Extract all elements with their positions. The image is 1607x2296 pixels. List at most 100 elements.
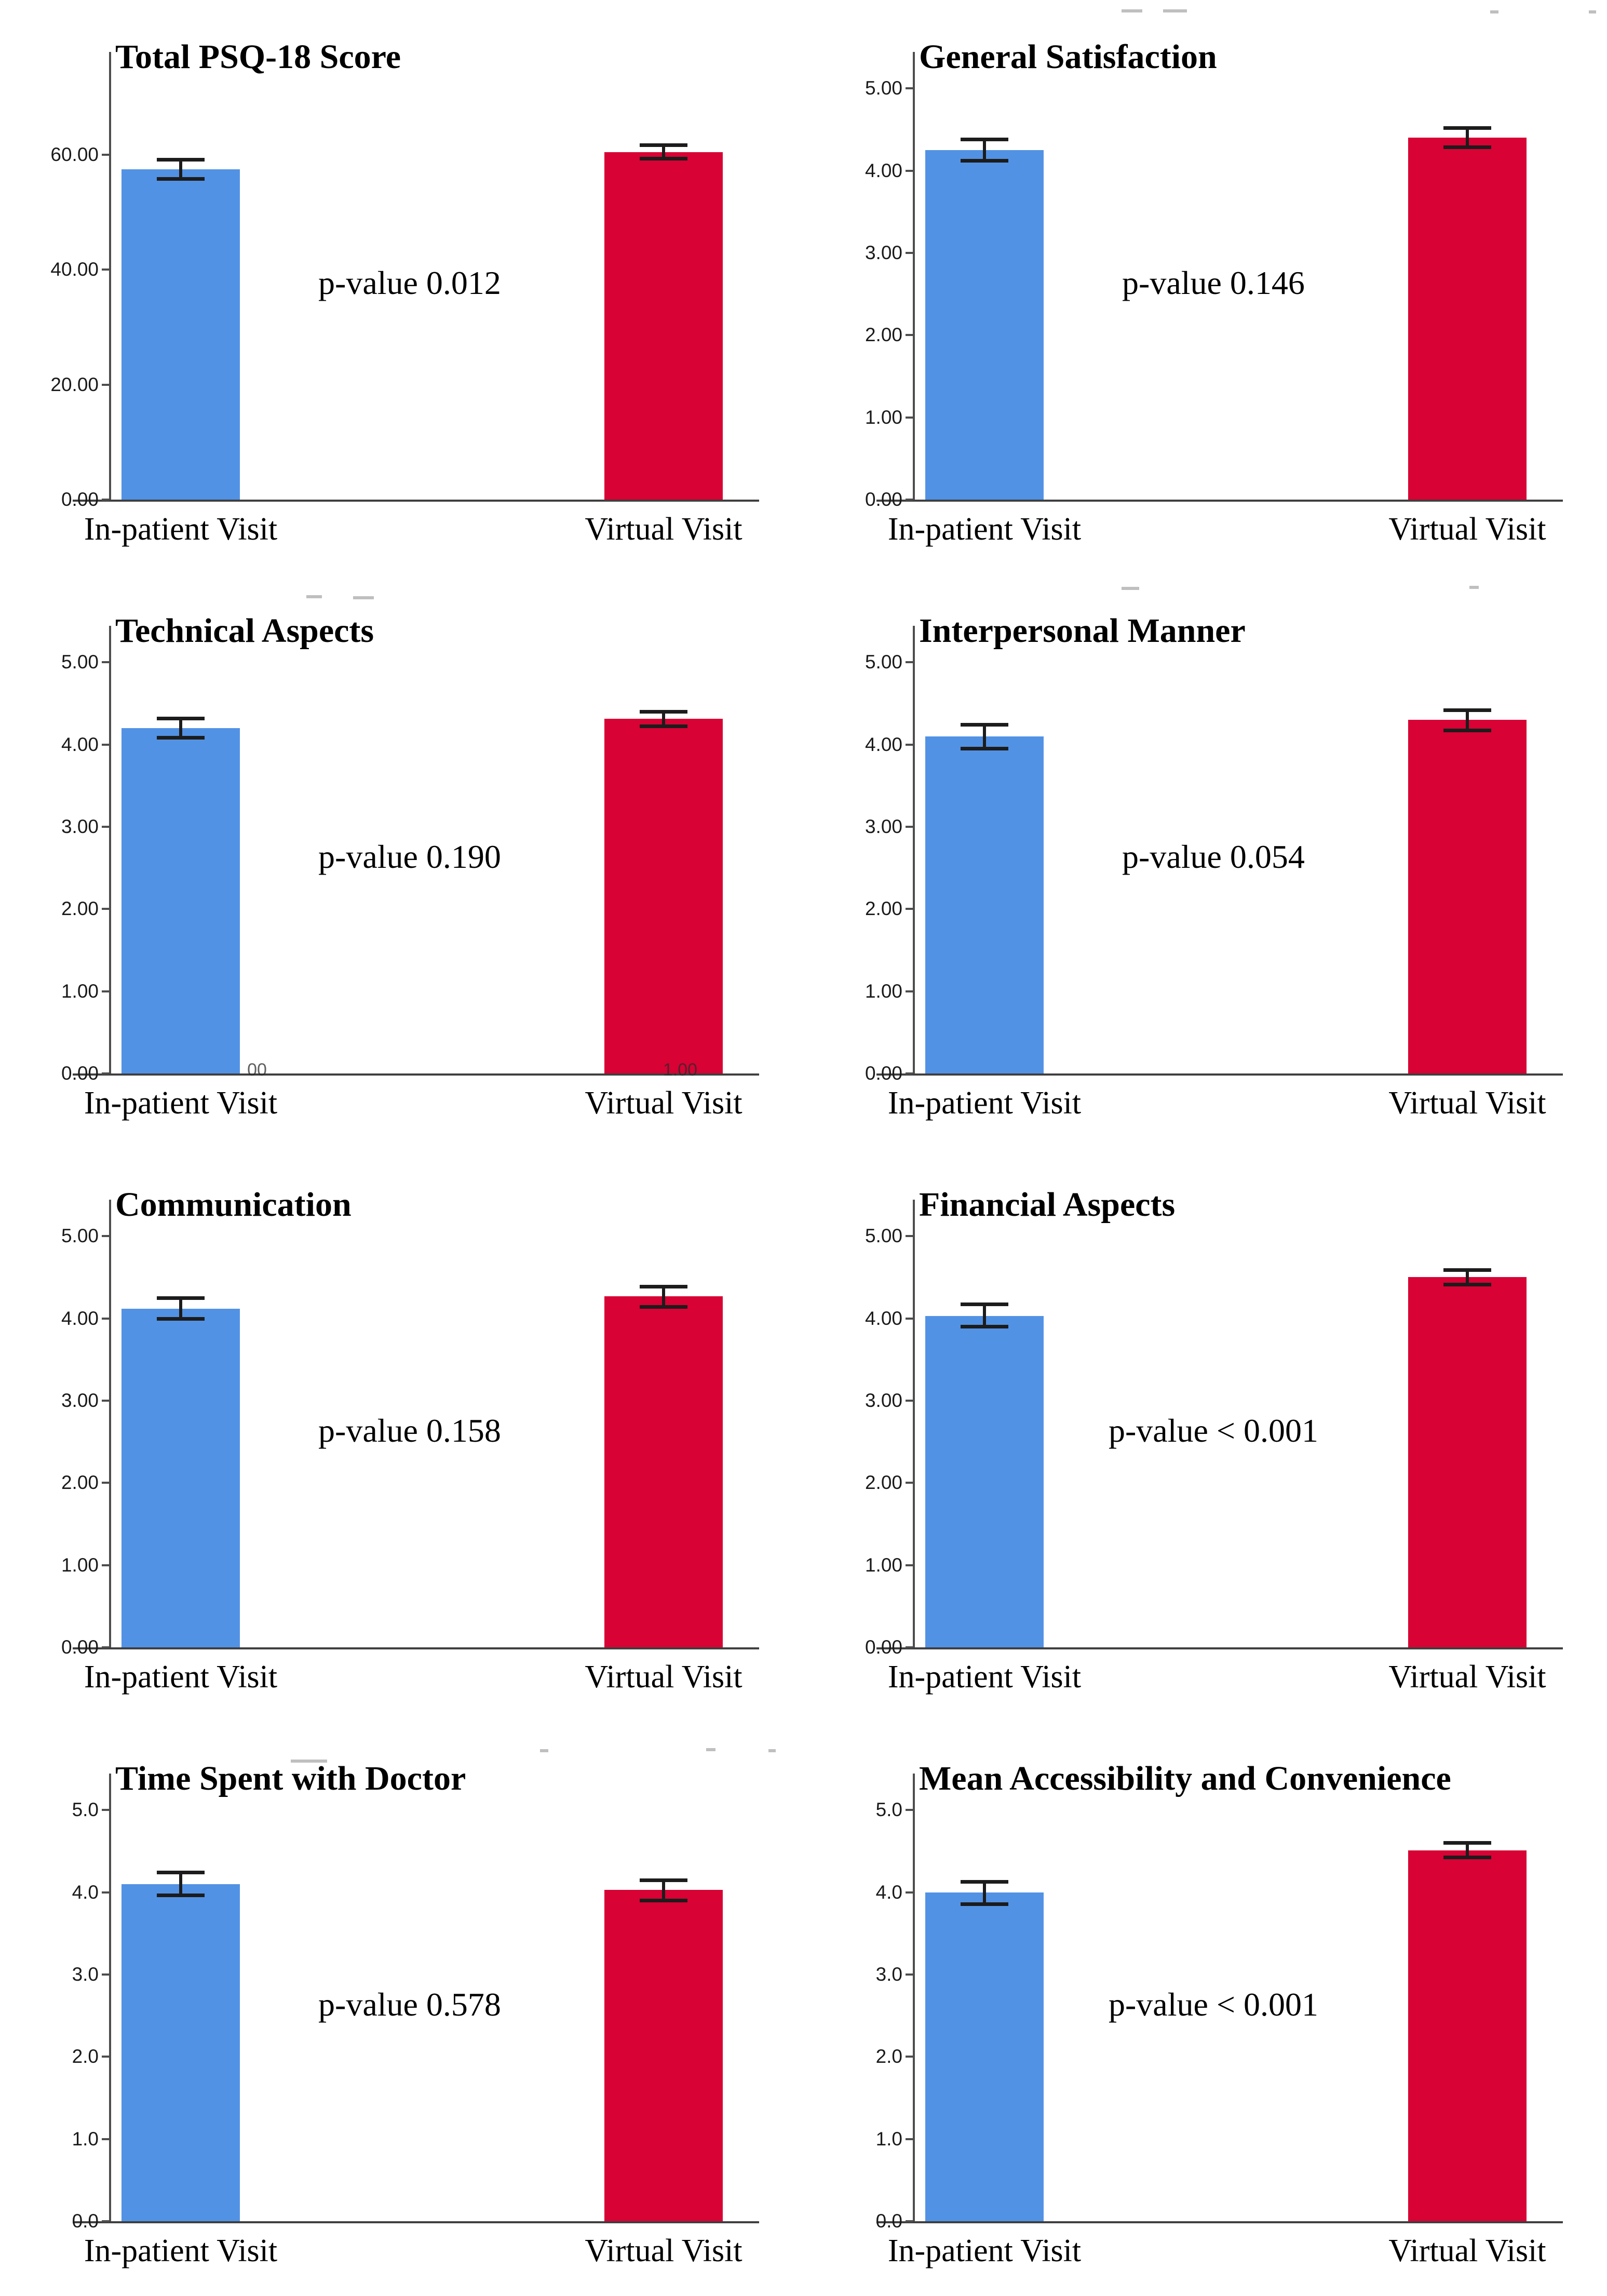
error-bar-cap-bottom bbox=[640, 724, 687, 728]
error-bar-cap-bottom bbox=[1443, 1856, 1491, 1860]
chart-title: Total PSQ-18 Score bbox=[115, 38, 401, 76]
y-tick-mark bbox=[906, 1973, 913, 1976]
y-tick-label: 3.00 bbox=[865, 815, 902, 837]
y-tick-label: 0.00 bbox=[865, 489, 902, 510]
y-tick-mark bbox=[906, 1564, 913, 1566]
error-bar bbox=[961, 723, 1008, 750]
bar-inpatient bbox=[121, 1884, 240, 2221]
error-bar bbox=[640, 1878, 687, 1902]
y-tick-mark bbox=[906, 1891, 913, 1894]
x-category-label: Virtual Visit bbox=[1388, 1659, 1546, 1695]
y-tick-label: 4.00 bbox=[865, 1307, 902, 1329]
y-tick-label: 4.0 bbox=[72, 1881, 99, 1903]
error-bar-stem bbox=[983, 1881, 986, 1905]
error-bar-cap-bottom bbox=[157, 736, 205, 740]
error-bar-stem bbox=[1466, 128, 1469, 148]
scan-artifact bbox=[1589, 10, 1596, 14]
error-bar-stem bbox=[662, 1286, 665, 1307]
bar-virtual bbox=[1408, 1850, 1527, 2221]
x-axis-line bbox=[876, 1647, 1563, 1649]
y-tick-label: 5.00 bbox=[865, 77, 902, 99]
error-bar bbox=[157, 716, 205, 740]
x-category-label: In-patient Visit bbox=[84, 512, 278, 547]
scan-artifact bbox=[1163, 9, 1187, 12]
error-bar bbox=[640, 710, 687, 728]
y-tick-label: 3.00 bbox=[865, 241, 902, 263]
chart-panel: Interpersonal Manner 0.00 1.00 2.00 3.00 4.00… bbox=[804, 574, 1607, 1148]
y-tick-mark bbox=[906, 1399, 913, 1402]
y-tick-label: 0.00 bbox=[865, 1063, 902, 1084]
scan-artifact bbox=[353, 596, 374, 599]
y-axis-line bbox=[109, 52, 111, 502]
y-tick-label: 5.00 bbox=[865, 1225, 902, 1247]
x-category-label: In-patient Visit bbox=[84, 1659, 278, 1695]
bar-inpatient bbox=[925, 736, 1044, 1073]
error-bar-stem bbox=[662, 144, 665, 159]
y-tick-label: 1.0 bbox=[875, 2128, 902, 2150]
y-tick-mark bbox=[102, 268, 109, 271]
y-tick-label: 3.00 bbox=[865, 1389, 902, 1411]
y-tick-label: 5.00 bbox=[61, 1225, 99, 1247]
chart-panel: Financial Aspects 0.00 1.00 2.00 3.00 4.00 5.0… bbox=[804, 1148, 1607, 1722]
bar-inpatient bbox=[925, 150, 1044, 500]
y-tick-label: 3.0 bbox=[875, 1963, 902, 1985]
y-tick-label: 2.00 bbox=[865, 324, 902, 346]
y-tick-mark bbox=[906, 334, 913, 337]
y-tick-mark bbox=[102, 1482, 109, 1484]
y-tick-label: 1.00 bbox=[865, 406, 902, 428]
x-axis-line bbox=[73, 500, 759, 502]
y-tick-label: 5.0 bbox=[875, 1799, 902, 1821]
y-tick-mark bbox=[102, 1891, 109, 1894]
bar-inpatient bbox=[121, 728, 240, 1073]
chart-title: Mean Accessibility and Convenience bbox=[919, 1760, 1451, 1797]
bar-inpatient bbox=[925, 1315, 1044, 1647]
x-axis-line bbox=[876, 1073, 1563, 1076]
p-value-label: p-value < 0.001 bbox=[1108, 1412, 1318, 1449]
chart-panel: General Satisfaction 0.00 1.00 2.00 3.00 4.00… bbox=[804, 0, 1607, 574]
y-tick-mark bbox=[102, 2220, 109, 2222]
error-bar-stem bbox=[983, 139, 986, 161]
y-tick-label: 3.00 bbox=[61, 815, 99, 837]
y-tick-label: 0.0 bbox=[875, 2210, 902, 2232]
y-tick-label: 60.00 bbox=[50, 144, 99, 166]
y-tick-label: 0.00 bbox=[61, 1636, 99, 1658]
error-bar-cap-bottom bbox=[961, 1324, 1008, 1328]
y-tick-label: 3.00 bbox=[61, 1389, 99, 1411]
bar-virtual bbox=[1408, 138, 1527, 500]
chart-panel: Communication 0.00 1.00 2.00 3.00 4.00 5.00 In-… bbox=[0, 1148, 803, 1722]
y-tick-mark bbox=[906, 661, 913, 664]
y-tick-mark bbox=[102, 908, 109, 910]
error-bar bbox=[640, 143, 687, 161]
y-tick-label: 2.0 bbox=[72, 2046, 99, 2067]
y-tick-mark bbox=[906, 169, 913, 172]
x-category-label: Virtual Visit bbox=[1388, 512, 1546, 547]
scan-artifact bbox=[291, 1760, 327, 1763]
error-bar-stem bbox=[179, 718, 182, 739]
y-tick-mark bbox=[906, 825, 913, 828]
y-axis-line bbox=[913, 626, 915, 1076]
p-value-label: p-value 0.158 bbox=[318, 1412, 501, 1449]
x-axis-line bbox=[73, 1647, 759, 1649]
bar-inpatient bbox=[925, 1892, 1044, 2221]
bar-virtual bbox=[604, 719, 723, 1073]
error-bar-cap-bottom bbox=[157, 177, 205, 181]
x-category-label: In-patient Visit bbox=[887, 512, 1082, 547]
y-tick-label: 40.00 bbox=[50, 259, 99, 280]
x-category-label: In-patient Visit bbox=[887, 1085, 1082, 1121]
y-tick-mark bbox=[102, 1646, 109, 1648]
y-tick-label: 0.00 bbox=[61, 1063, 99, 1084]
error-bar-cap-bottom bbox=[961, 746, 1008, 750]
y-tick-label: 1.00 bbox=[865, 1554, 902, 1576]
y-tick-mark bbox=[906, 990, 913, 992]
x-category-label: In-patient Visit bbox=[84, 2233, 278, 2268]
y-tick-mark bbox=[102, 743, 109, 746]
y-tick-mark bbox=[102, 383, 109, 386]
y-axis-line bbox=[109, 1774, 111, 2223]
y-tick-mark bbox=[102, 1399, 109, 1402]
error-bar-cap-bottom bbox=[640, 1898, 687, 1902]
y-tick-label: 2.00 bbox=[61, 1472, 99, 1494]
chart-panel: Technical Aspects 0.00 1.00 2.00 3.00 4.00 5.0… bbox=[0, 574, 803, 1148]
error-bar-stem bbox=[179, 1297, 182, 1320]
y-tick-label: 5.0 bbox=[72, 1799, 99, 1821]
x-category-label: Virtual Visit bbox=[585, 1659, 742, 1695]
